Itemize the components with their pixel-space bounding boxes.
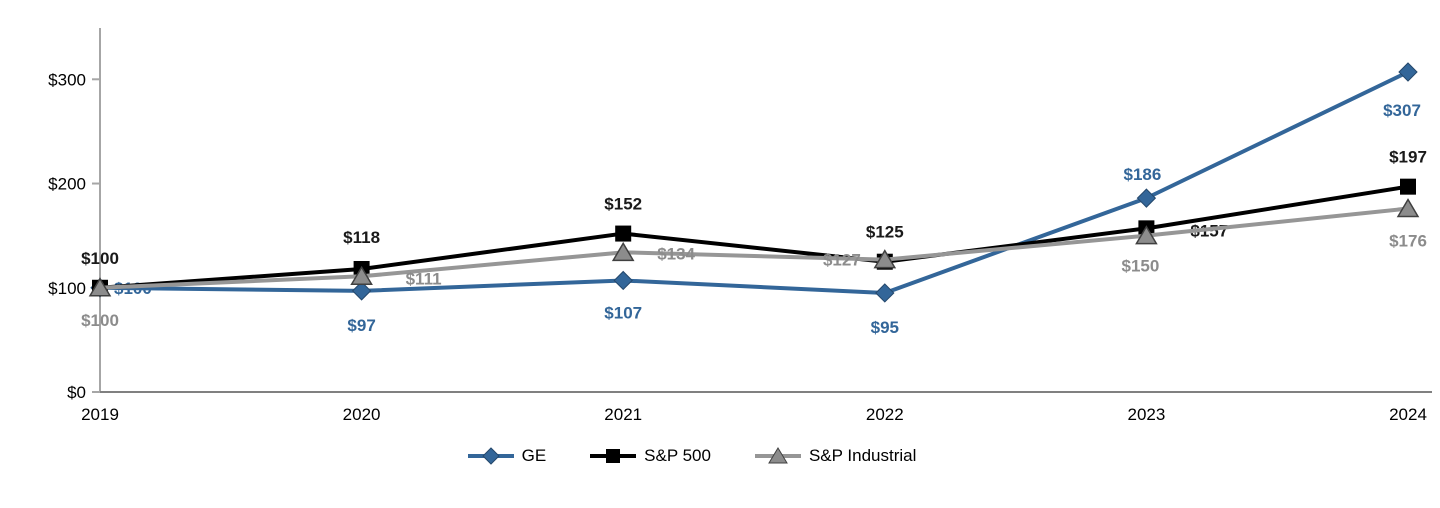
- square-marker: [615, 225, 632, 242]
- data-label: $307: [1383, 101, 1421, 120]
- triangle-marker: [88, 277, 112, 297]
- data-label: $97: [347, 316, 375, 335]
- triangle-marker: [873, 249, 897, 269]
- square-marker: [606, 449, 621, 463]
- data-label: $134: [657, 244, 695, 263]
- data-label: $152: [604, 195, 642, 214]
- legend-item-0: GE: [467, 446, 547, 466]
- x-axis-tick-label: 2024: [1389, 405, 1427, 424]
- data-label: $118: [343, 228, 380, 247]
- data-label: $150: [1121, 257, 1159, 276]
- diamond-marker: [1398, 62, 1418, 82]
- diamond-marker: [481, 447, 500, 465]
- triangle-marker: [1396, 198, 1420, 218]
- data-label: $111: [406, 269, 442, 288]
- data-label: $125: [866, 223, 904, 242]
- diamond-marker: [1136, 188, 1157, 208]
- x-axis-tick-label: 2023: [1127, 405, 1165, 424]
- data-label: $176: [1389, 232, 1427, 251]
- triangle-marker: [611, 241, 635, 262]
- y-axis-tick-label: $200: [48, 175, 86, 194]
- data-label: $186: [1123, 165, 1161, 184]
- x-axis-tick-label: 2022: [866, 405, 904, 424]
- series-line-2: [98, 206, 1410, 290]
- data-label: $197: [1389, 148, 1427, 167]
- diamond-marker: [351, 281, 372, 301]
- triangle-legend-icon: [754, 447, 801, 464]
- square-marker: [1400, 178, 1416, 195]
- legend-label: S&P 500: [644, 446, 711, 465]
- x-axis-tick-label: 2021: [604, 405, 642, 424]
- triangle-marker: [768, 447, 788, 464]
- diamond-marker: [613, 270, 633, 291]
- diamond-legend-icon: [467, 447, 514, 465]
- x-axis-tick-label: 2019: [81, 405, 119, 424]
- y-axis-tick-label: $300: [48, 70, 86, 89]
- data-label: $95: [871, 318, 899, 337]
- legend-label: S&P Industrial: [808, 446, 917, 465]
- data-label: $100: [81, 249, 119, 268]
- triangle-marker: [350, 265, 373, 286]
- x-axis-tick-label: 2020: [343, 405, 381, 424]
- data-label: $100: [81, 311, 119, 330]
- diamond-marker: [875, 283, 895, 303]
- square-legend-icon: [590, 449, 637, 463]
- chart-legend: GE S&P 500 S&P Industrial: [0, 446, 1412, 466]
- legend-item-1: S&P 500: [590, 446, 711, 466]
- data-label: $127: [823, 251, 861, 270]
- triangle-marker: [1135, 225, 1158, 245]
- y-axis-tick-label: $100: [48, 279, 86, 298]
- y-axis-tick-label: $0: [67, 383, 86, 402]
- performance-line-chart: $0 $100 $200 $300 2019 2020 2021 2022 2023 2024 $1…: [48, 28, 1432, 424]
- legend-item-2: S&P Industrial: [754, 446, 917, 466]
- legend-label: GE: [521, 446, 547, 465]
- series-line-1: [98, 184, 1410, 290]
- data-label: $107: [604, 303, 642, 322]
- series-line-0: [98, 70, 1410, 295]
